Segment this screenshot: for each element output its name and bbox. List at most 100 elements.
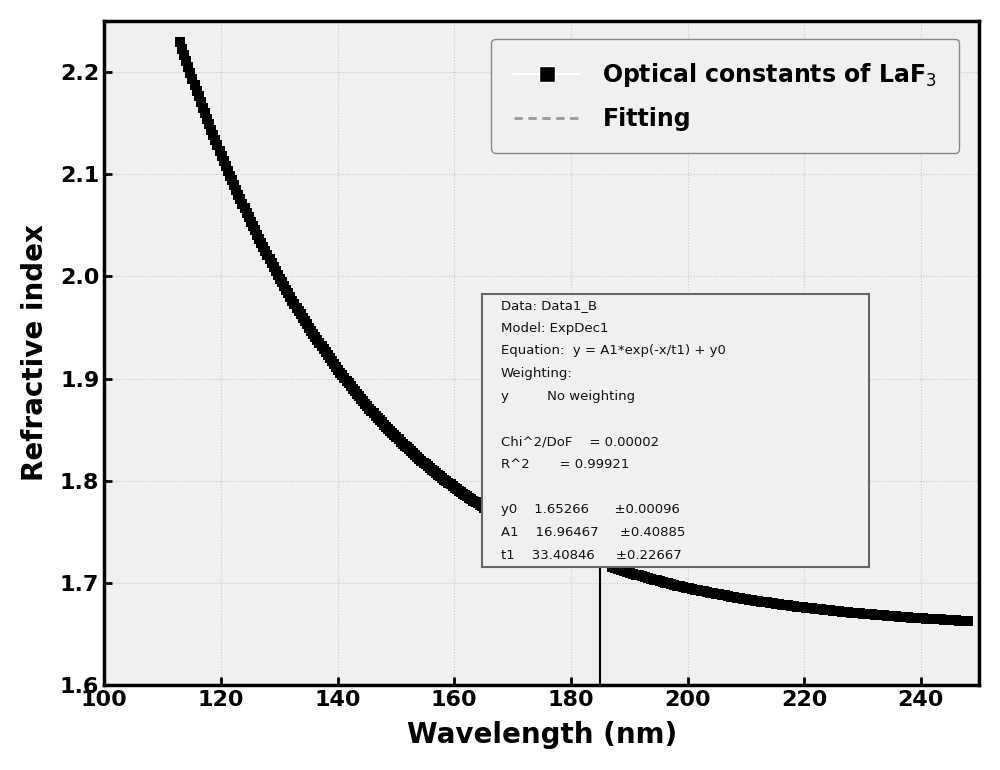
Point <box>945 614 961 626</box>
Point <box>705 587 721 599</box>
Point <box>330 363 346 376</box>
Point <box>613 564 629 576</box>
Point <box>187 79 203 91</box>
Point <box>699 586 715 598</box>
Point <box>172 36 188 49</box>
Point <box>614 543 630 555</box>
Point <box>678 581 694 594</box>
Point <box>534 534 550 546</box>
Point <box>717 589 733 601</box>
Point <box>203 123 219 136</box>
Point <box>314 340 330 353</box>
Point <box>960 615 976 628</box>
Point <box>828 605 844 618</box>
Text: Weighting:: Weighting: <box>501 367 573 380</box>
Point <box>255 241 271 253</box>
Point <box>305 328 321 340</box>
Point <box>580 553 596 565</box>
Point <box>220 165 236 177</box>
Point <box>309 334 325 346</box>
Point <box>604 561 620 573</box>
Point <box>230 189 246 201</box>
Point <box>885 610 901 622</box>
Point <box>361 403 377 415</box>
Point <box>224 174 240 186</box>
Point <box>873 609 889 621</box>
Point <box>328 361 344 373</box>
Point <box>386 429 402 441</box>
Text: R^2       = 0.99921: R^2 = 0.99921 <box>501 458 629 471</box>
Point <box>557 544 573 556</box>
Point <box>628 568 644 581</box>
Point <box>948 614 964 627</box>
Point <box>774 598 790 611</box>
Point <box>490 511 506 523</box>
Point <box>207 134 223 146</box>
Point <box>341 377 357 390</box>
Point <box>482 505 498 517</box>
Point <box>461 492 477 504</box>
Point <box>621 543 637 555</box>
Point <box>245 220 261 233</box>
Point <box>729 591 745 604</box>
Point <box>655 576 671 588</box>
Point <box>428 467 444 479</box>
Point <box>451 484 467 497</box>
Point <box>855 608 871 620</box>
Point <box>468 496 484 508</box>
Point <box>708 588 724 600</box>
Point <box>374 417 390 429</box>
Point <box>607 562 623 574</box>
Point <box>810 603 826 615</box>
Point <box>894 611 910 623</box>
Point <box>286 298 302 310</box>
Point <box>359 400 375 412</box>
Point <box>465 494 481 507</box>
Point <box>316 343 332 356</box>
Point <box>247 224 263 236</box>
Point <box>553 542 569 554</box>
Point <box>572 550 588 562</box>
Point <box>951 614 967 627</box>
Point <box>921 613 937 625</box>
Point <box>903 611 919 624</box>
Point <box>681 582 697 594</box>
Point <box>434 472 450 484</box>
Point <box>376 418 392 430</box>
Point <box>205 129 221 141</box>
Point <box>607 543 623 555</box>
Point <box>547 539 563 551</box>
Point <box>251 233 267 245</box>
Point <box>599 543 615 555</box>
Point <box>702 587 718 599</box>
Point <box>232 193 248 206</box>
Point <box>355 395 371 407</box>
Point <box>226 179 242 192</box>
Point <box>924 613 940 625</box>
Point <box>174 42 190 55</box>
Point <box>384 427 400 440</box>
Point <box>858 608 874 620</box>
Point <box>741 594 757 606</box>
Point <box>624 543 640 555</box>
Y-axis label: Refractive index: Refractive index <box>21 225 49 481</box>
Point <box>422 462 438 474</box>
Point <box>663 578 679 591</box>
Point <box>807 603 823 615</box>
Text: y0    1.65266      ±0.00096: y0 1.65266 ±0.00096 <box>501 504 680 517</box>
Point <box>470 497 486 510</box>
Point <box>522 527 538 540</box>
Point <box>834 605 850 618</box>
Point <box>351 390 367 403</box>
Point <box>484 507 500 519</box>
Point <box>199 112 215 125</box>
Point <box>622 567 638 579</box>
Point <box>445 480 461 492</box>
Point <box>293 308 309 320</box>
Text: Data: Data1_B: Data: Data1_B <box>501 299 597 312</box>
Point <box>399 441 415 454</box>
Point <box>551 541 567 553</box>
Point <box>540 536 556 548</box>
Point <box>900 611 916 624</box>
Point <box>631 543 647 555</box>
